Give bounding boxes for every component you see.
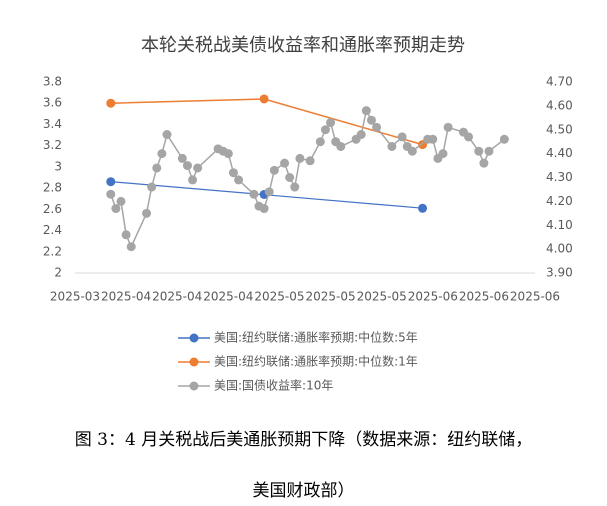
y2-tick-label: 3.90 <box>546 266 573 280</box>
point <box>428 134 438 144</box>
point <box>285 173 295 182</box>
point <box>259 204 269 214</box>
point <box>438 149 448 159</box>
y-tick-label: 3.8 <box>43 75 62 89</box>
point <box>223 149 233 159</box>
chart: 本轮关税战美债收益率和通胀率预期走势 2 2.2 2.4 2.6 2.8 3 3.2 3.4 3… <box>43 35 573 393</box>
point <box>269 165 279 175</box>
point <box>315 137 325 147</box>
y-tick-label: 3.4 <box>43 117 62 131</box>
x-tick-label: 2025-06 <box>408 290 458 304</box>
point <box>479 158 489 168</box>
point <box>121 230 131 240</box>
point <box>361 106 371 116</box>
point <box>142 208 152 218</box>
point <box>177 153 187 163</box>
point <box>193 163 203 173</box>
y-tick-label: 2.4 <box>43 223 62 237</box>
x-tick-label: 2025-06 <box>510 290 560 304</box>
x-tick-label: 2025-05 <box>254 290 304 304</box>
point <box>147 182 157 192</box>
point <box>356 130 366 140</box>
legend-label: 美国:国债收益率:10年 <box>214 378 333 393</box>
y-tick-label: 2.2 <box>43 244 62 258</box>
chart-title: 本轮关税战美债收益率和通胀率预期走势 <box>141 35 465 56</box>
caption: 图 3：4 月关税战后美通胀预期下降（数据来源：纽约联储， <box>74 430 533 450</box>
point <box>188 175 198 185</box>
point <box>106 98 116 108</box>
y-tick-label: 2 <box>54 266 62 280</box>
point <box>152 163 162 173</box>
legend-marker <box>189 333 199 343</box>
point <box>106 177 116 187</box>
y2-tick-label: 4.60 <box>546 98 573 112</box>
x-tick-label: 2025-04 <box>152 290 202 304</box>
point <box>234 175 244 185</box>
y2-tick-label: 4.30 <box>546 170 573 184</box>
point <box>111 204 121 214</box>
point <box>366 115 376 125</box>
legend-marker <box>189 357 199 367</box>
x-tick-label: 2025-04 <box>203 290 253 304</box>
point <box>464 132 474 142</box>
x-tick-label: 2025-06 <box>459 290 509 304</box>
point <box>295 153 305 163</box>
point <box>280 158 290 168</box>
point <box>474 146 484 156</box>
point <box>305 156 315 166</box>
point <box>320 125 330 135</box>
y2-tick-label: 4.70 <box>546 75 573 89</box>
y-tick-label: 3.2 <box>43 138 62 152</box>
point <box>126 242 136 252</box>
series-line <box>110 98 423 146</box>
y2-tick-label: 4.00 <box>546 242 573 256</box>
x-tick-label: 2025-04 <box>101 290 151 304</box>
legend-marker <box>189 381 199 391</box>
point <box>372 122 382 132</box>
point <box>336 141 346 151</box>
legend-label: 美国:纽约联储:通胀率预期:中位数:5年 <box>214 330 418 345</box>
point <box>407 146 417 156</box>
y2-tick-label: 4.50 <box>546 122 573 136</box>
point <box>249 189 259 199</box>
y-tick-label: 2.6 <box>43 202 62 216</box>
y-tick-label: 3 <box>54 159 62 173</box>
point <box>499 134 509 144</box>
legend-label: 美国:纽约联储:通胀率预期:中位数:1年 <box>214 354 418 369</box>
point <box>259 94 269 104</box>
y2-tick-label: 4.40 <box>546 146 573 160</box>
caption: 美国财政部） <box>252 481 355 501</box>
x-tick-label: 2025-03 <box>50 290 100 304</box>
y-tick-label: 2.8 <box>43 181 62 195</box>
point <box>228 168 238 178</box>
y2-tick-label: 4.20 <box>546 194 573 208</box>
point <box>387 141 397 151</box>
point <box>106 189 116 199</box>
point <box>326 118 336 128</box>
y2-tick-label: 4.10 <box>546 218 573 232</box>
x-tick-label: 2025-05 <box>357 290 407 304</box>
point <box>484 146 494 156</box>
x-tick-label: 2025-05 <box>305 290 355 304</box>
point <box>162 130 172 140</box>
point <box>418 203 428 213</box>
point <box>290 182 300 192</box>
point <box>397 132 407 142</box>
point <box>157 149 167 159</box>
point <box>116 196 126 206</box>
point <box>182 161 192 171</box>
point <box>264 187 274 197</box>
point <box>443 122 453 132</box>
y-tick-label: 3.6 <box>43 96 62 110</box>
